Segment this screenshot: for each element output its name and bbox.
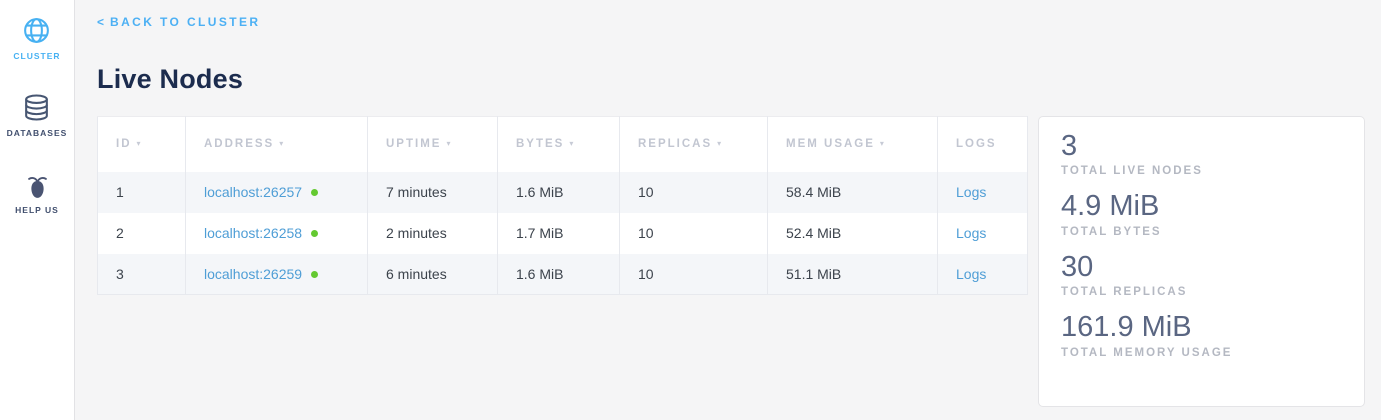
column-label: BYTES bbox=[516, 138, 565, 151]
node-address-link[interactable]: localhost:26258 bbox=[204, 225, 303, 241]
column-header-logs: LOGS bbox=[937, 116, 1028, 172]
cell-replicas: 10 bbox=[619, 253, 768, 295]
cell-uptime: 2 minutes bbox=[367, 212, 498, 254]
cell-replicas: 10 bbox=[619, 212, 768, 254]
sidebar-item-label: DATABASES bbox=[6, 128, 68, 138]
sort-arrow-icon: ▾ bbox=[279, 139, 286, 149]
stat-value: 4.9 MiB bbox=[1061, 190, 1160, 223]
sort-arrow-icon: ▾ bbox=[446, 139, 453, 149]
cell-node-id: 3 bbox=[97, 253, 186, 295]
cell-node-id: 1 bbox=[97, 171, 186, 213]
cell-logs: Logs bbox=[937, 171, 1028, 213]
sort-arrow-icon: ▾ bbox=[136, 139, 143, 149]
cluster-summary-card: 3 TOTAL LIVE NODES 4.9 MiB TOTAL BYTES 3… bbox=[1038, 116, 1365, 407]
column-header-bytes[interactable]: BYTES ▾ bbox=[497, 116, 620, 172]
stat-value: 161.9 MiB bbox=[1061, 311, 1192, 344]
cell-bytes: 1.6 MiB bbox=[497, 253, 620, 295]
globe-icon bbox=[21, 15, 52, 46]
table-header-row: ID ▾ ADDRESS ▾ UPTIME ▾ BYTES ▾ REPLICAS ▾ ME… bbox=[97, 116, 1028, 172]
column-header-id[interactable]: ID ▾ bbox=[97, 116, 186, 172]
cell-address: localhost:26258 bbox=[185, 212, 368, 254]
cell-node-id: 2 bbox=[97, 212, 186, 254]
node-address-link[interactable]: localhost:26257 bbox=[204, 184, 303, 200]
column-header-replicas[interactable]: REPLICAS ▾ bbox=[619, 116, 768, 172]
cell-logs: Logs bbox=[937, 212, 1028, 254]
cell-bytes: 1.6 MiB bbox=[497, 171, 620, 213]
table-row: 2 localhost:26258 2 minutes 1.7 MiB 10 5… bbox=[97, 212, 1028, 254]
column-label: MEM USAGE bbox=[786, 138, 875, 151]
cell-logs: Logs bbox=[937, 253, 1028, 295]
column-label: LOGS bbox=[956, 138, 997, 151]
node-live-status-dot bbox=[311, 230, 319, 237]
sort-arrow-icon: ▾ bbox=[717, 139, 724, 149]
back-to-cluster-link[interactable]: < BACK TO CLUSTER bbox=[97, 15, 260, 29]
column-label: ID bbox=[116, 138, 132, 151]
sort-arrow-icon: ▾ bbox=[879, 139, 886, 149]
table-row: 3 localhost:26259 6 minutes 1.6 MiB 10 5… bbox=[97, 253, 1028, 295]
table-row: 1 localhost:26257 7 minutes 1.6 MiB 10 5… bbox=[97, 171, 1028, 213]
cell-uptime: 7 minutes bbox=[367, 171, 498, 213]
column-header-mem-usage[interactable]: MEM USAGE ▾ bbox=[767, 116, 938, 172]
content-row: ID ▾ ADDRESS ▾ UPTIME ▾ BYTES ▾ REPLICAS ▾ ME… bbox=[97, 116, 1381, 407]
cell-address: localhost:26259 bbox=[185, 253, 368, 295]
stat-total-bytes: 4.9 MiB TOTAL BYTES bbox=[1061, 189, 1342, 237]
sidebar: CLUSTER DATABASES HELP US bbox=[0, 0, 75, 420]
cell-mem-usage: 58.4 MiB bbox=[767, 171, 938, 213]
node-live-status-dot bbox=[311, 270, 319, 278]
logs-link[interactable]: Logs bbox=[956, 265, 987, 282]
sidebar-item-label: HELP US bbox=[15, 205, 59, 215]
cell-bytes: 1.7 MiB bbox=[497, 212, 620, 254]
logs-link[interactable]: Logs bbox=[956, 184, 987, 200]
cell-mem-usage: 52.4 MiB bbox=[767, 212, 938, 254]
live-nodes-table: ID ▾ ADDRESS ▾ UPTIME ▾ BYTES ▾ REPLICAS ▾ ME… bbox=[97, 116, 1028, 295]
column-label: ADDRESS bbox=[204, 138, 275, 151]
cell-uptime: 6 minutes bbox=[367, 253, 498, 295]
sort-arrow-icon: ▾ bbox=[569, 139, 576, 149]
stat-label: TOTAL BYTES bbox=[1061, 225, 1162, 238]
cell-address: localhost:26257 bbox=[185, 171, 368, 213]
column-label: UPTIME bbox=[386, 138, 442, 151]
logs-link[interactable]: Logs bbox=[956, 225, 987, 241]
databases-icon bbox=[21, 92, 52, 123]
chevron-left-icon: < bbox=[97, 15, 105, 29]
stat-label: TOTAL REPLICAS bbox=[1061, 286, 1188, 299]
back-link-label: BACK TO CLUSTER bbox=[110, 15, 261, 29]
sidebar-item-label: CLUSTER bbox=[13, 51, 61, 61]
cell-mem-usage: 51.1 MiB bbox=[767, 253, 938, 295]
stat-value: 30 bbox=[1061, 250, 1094, 283]
stat-value: 3 bbox=[1061, 130, 1078, 162]
sidebar-item-cluster[interactable]: CLUSTER bbox=[13, 15, 60, 61]
stat-total-memory-usage: 161.9 MiB TOTAL MEMORY USAGE bbox=[1061, 310, 1342, 358]
page-title: Live Nodes bbox=[97, 64, 244, 94]
bug-icon bbox=[22, 169, 53, 200]
stat-label: TOTAL MEMORY USAGE bbox=[1061, 346, 1233, 359]
column-header-address[interactable]: ADDRESS ▾ bbox=[185, 116, 368, 172]
sidebar-item-databases[interactable]: DATABASES bbox=[7, 92, 68, 138]
main-content: < BACK TO CLUSTER Live Nodes ID ▾ ADDRESS ▾… bbox=[76, 0, 1381, 407]
stat-label: TOTAL LIVE NODES bbox=[1061, 165, 1203, 178]
column-label: REPLICAS bbox=[638, 138, 713, 151]
cell-replicas: 10 bbox=[619, 171, 768, 213]
column-header-uptime[interactable]: UPTIME ▾ bbox=[367, 116, 498, 172]
node-live-status-dot bbox=[311, 189, 319, 196]
stat-total-replicas: 30 TOTAL REPLICAS bbox=[1061, 250, 1342, 298]
stat-total-live-nodes: 3 TOTAL LIVE NODES bbox=[1061, 129, 1342, 177]
sidebar-item-helpus[interactable]: HELP US bbox=[15, 169, 59, 215]
node-address-link[interactable]: localhost:26259 bbox=[204, 265, 303, 282]
